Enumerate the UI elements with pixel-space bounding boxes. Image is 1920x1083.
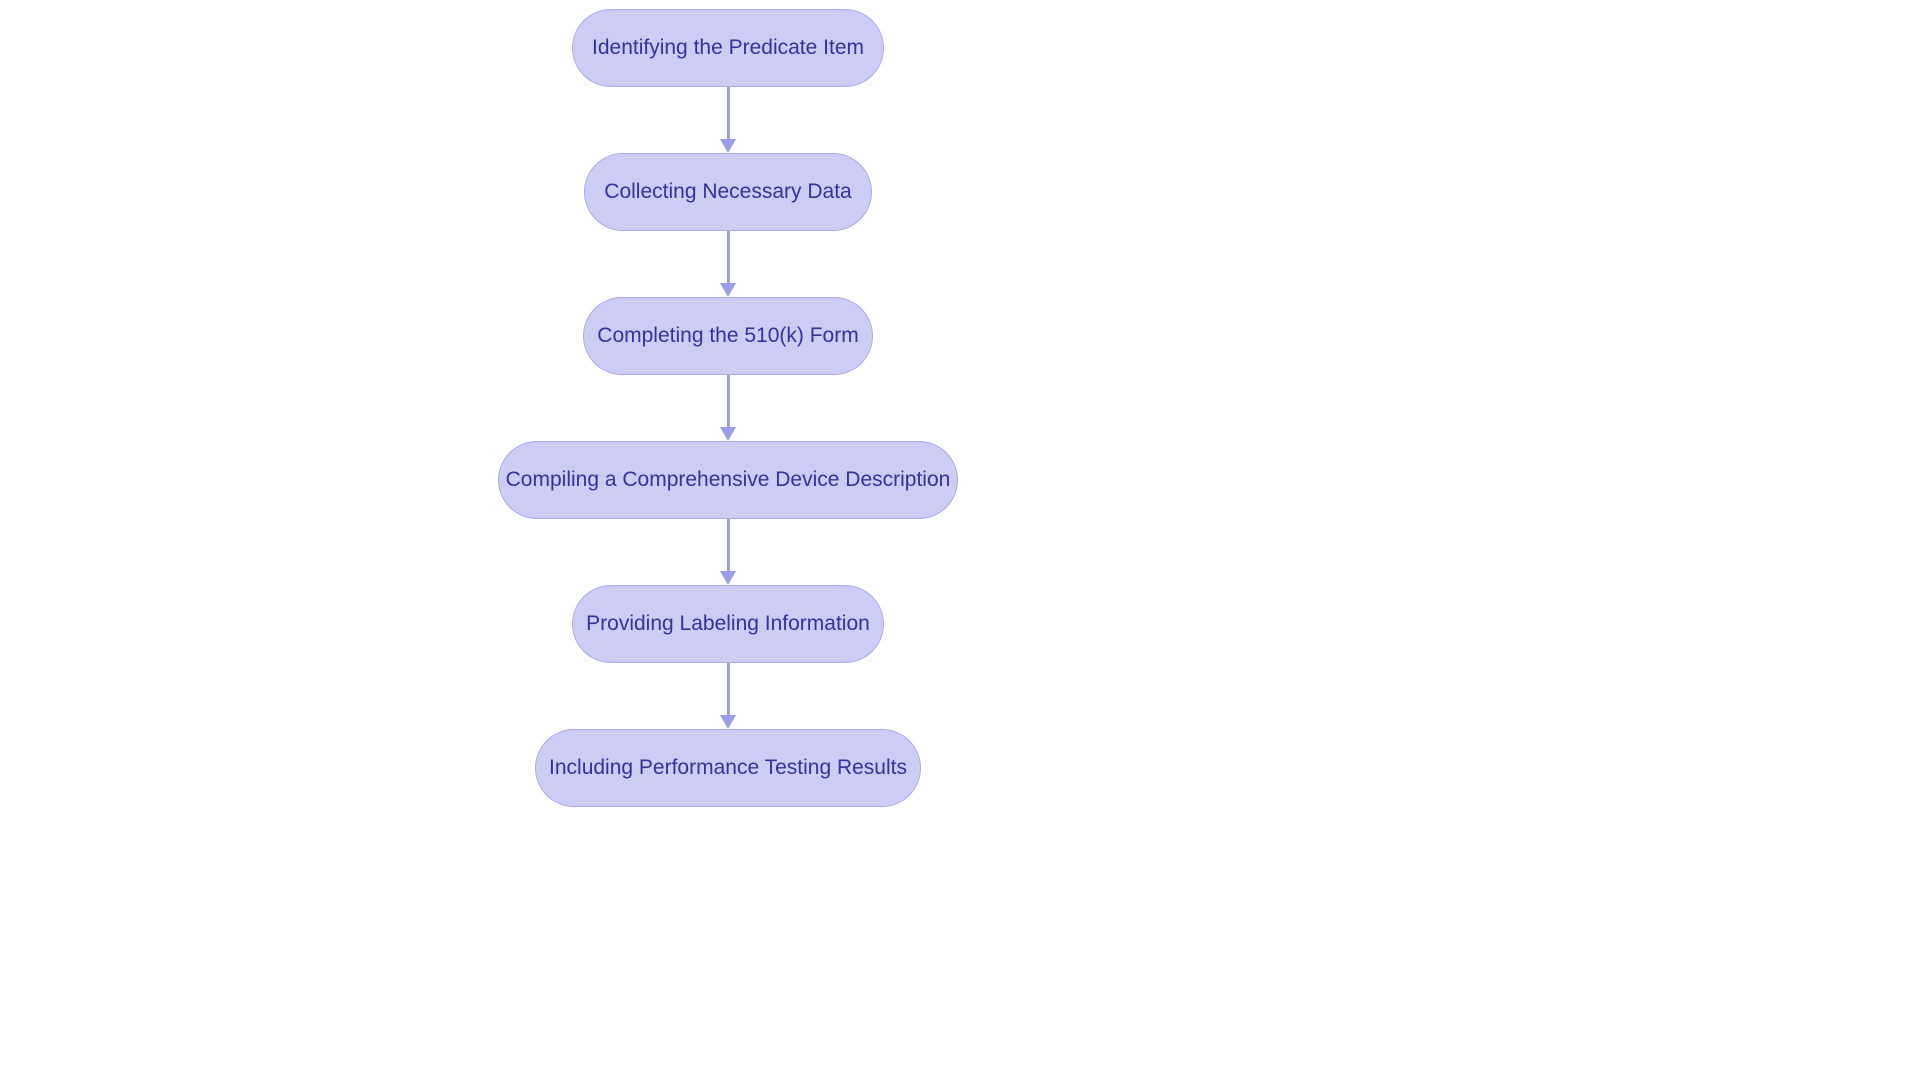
arrow-down-icon <box>720 427 736 441</box>
flowchart-node: Including Performance Testing Results <box>535 729 921 807</box>
arrow-down-icon <box>720 139 736 153</box>
flowchart-node-label: Identifying the Predicate Item <box>592 36 864 60</box>
flowchart-node: Completing the 510(k) Form <box>583 297 873 375</box>
flowchart-edge <box>727 87 730 139</box>
flowchart-node: Providing Labeling Information <box>572 585 884 663</box>
flowchart-node-label: Completing the 510(k) Form <box>597 324 858 348</box>
arrow-down-icon <box>720 571 736 585</box>
flowchart-node-label: Providing Labeling Information <box>586 612 870 636</box>
flowchart-edge <box>727 375 730 427</box>
flowchart-node-label: Collecting Necessary Data <box>604 180 851 204</box>
flowchart-edge <box>727 519 730 571</box>
flowchart-node: Compiling a Comprehensive Device Descrip… <box>498 441 958 519</box>
flowchart-edge <box>727 663 730 715</box>
arrow-down-icon <box>720 283 736 297</box>
flowchart-node: Collecting Necessary Data <box>584 153 872 231</box>
flowchart-canvas: Identifying the Predicate Item Collecting… <box>0 0 1920 1083</box>
flowchart-node-label: Compiling a Comprehensive Device Descrip… <box>506 468 951 492</box>
flowchart-node-label: Including Performance Testing Results <box>549 756 907 780</box>
flowchart-node: Identifying the Predicate Item <box>572 9 884 87</box>
flowchart-edge <box>727 231 730 283</box>
arrow-down-icon <box>720 715 736 729</box>
